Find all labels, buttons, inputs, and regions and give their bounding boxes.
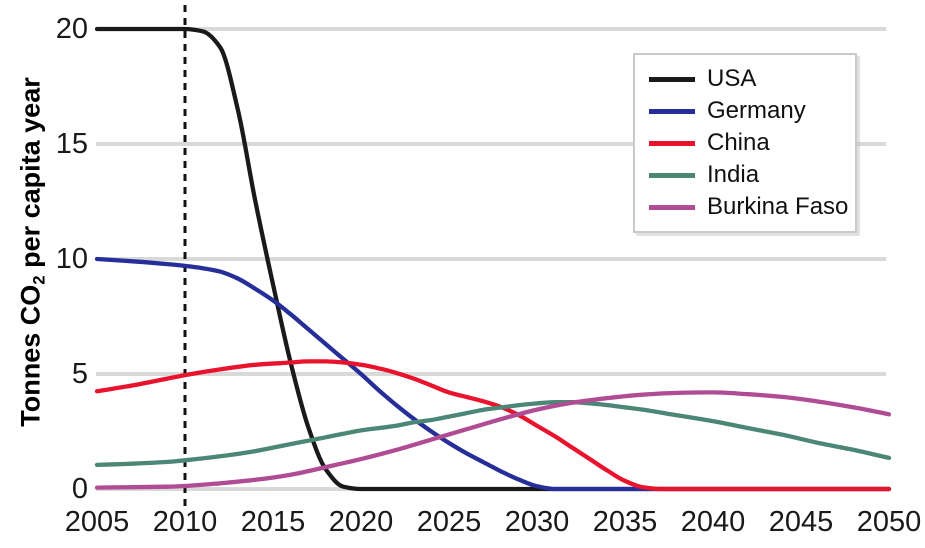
series-line-germany (94, 256, 892, 492)
legend-swatch-china (649, 140, 695, 146)
legend-swatch-burkina-faso (649, 204, 695, 210)
x-tick-label-2020: 2020 (328, 506, 394, 538)
y-axis-title-text: Tonnes CO (15, 284, 46, 427)
legend-swatch-india (649, 172, 695, 178)
y-tick-label-15: 15 (55, 128, 88, 160)
x-tick-label-2040: 2040 (680, 506, 746, 538)
y-tick-label-20: 20 (55, 13, 88, 45)
legend-swatch-germany (649, 108, 695, 114)
y-tick-label-5: 5 (71, 358, 88, 390)
legend-item-burkina-faso: Burkina Faso (635, 192, 855, 222)
x-tick-label-2045: 2045 (768, 506, 834, 538)
legend-swatch-usa (649, 76, 695, 82)
legend-label-india: India (707, 161, 760, 188)
legend-item-usa: USA (635, 64, 855, 94)
x-tick-label-2050: 2050 (856, 506, 922, 538)
legend-label-usa: USA (707, 65, 757, 92)
legend-item-germany: Germany (635, 96, 855, 126)
series-line-india (94, 399, 892, 468)
series-line-usa (94, 26, 892, 492)
x-tick-label-2035: 2035 (592, 506, 658, 538)
legend-label-china: China (707, 129, 770, 156)
series-line-china (94, 359, 892, 492)
series-line-burkina-faso (94, 390, 892, 490)
y-tick-label-0: 0 (71, 473, 88, 505)
x-tick-label-2030: 2030 (504, 506, 570, 538)
legend-label-germany: Germany (707, 97, 806, 124)
legend-item-india: India (635, 160, 855, 190)
legend-item-china: China (635, 128, 855, 158)
legend-label-burkina-faso: Burkina Faso (707, 193, 849, 220)
x-tick-label-2025: 2025 (416, 506, 482, 538)
x-tick-label-2010: 2010 (152, 506, 218, 538)
y-tick-label-10: 10 (55, 243, 88, 275)
y-axis-title-subscript: 2 (29, 275, 49, 285)
legend: USA Germany China India Burkina Faso (633, 53, 857, 233)
x-tick-label-2015: 2015 (240, 506, 306, 538)
x-tick-label-2005: 2005 (64, 506, 130, 538)
